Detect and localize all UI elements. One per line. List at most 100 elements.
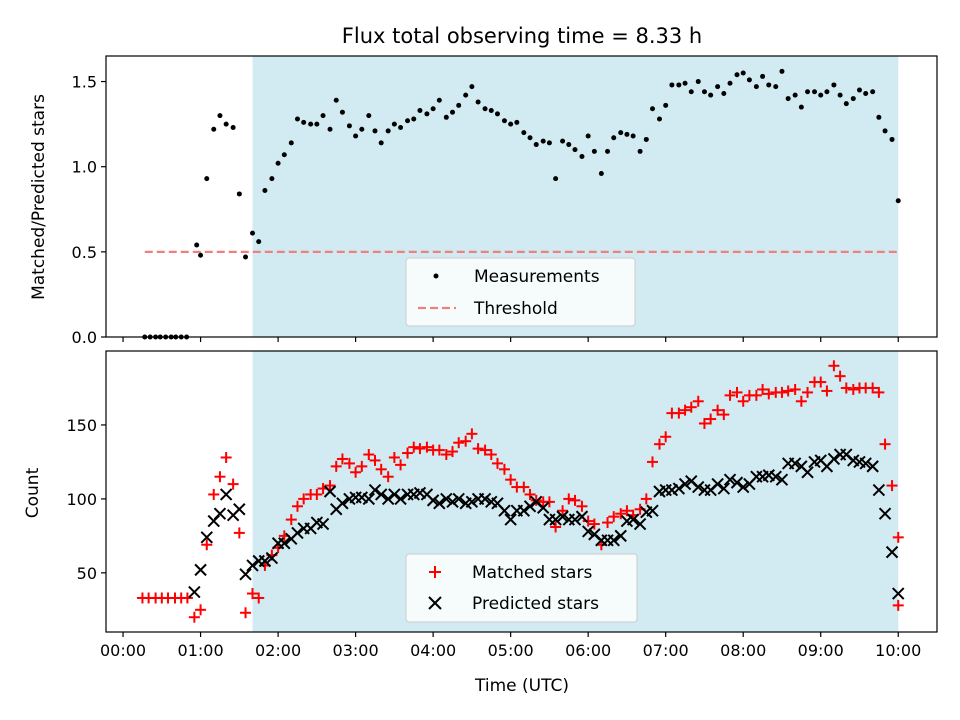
measurement-point bbox=[870, 89, 876, 95]
matched-star-point bbox=[679, 404, 691, 416]
measurement-point bbox=[831, 82, 837, 88]
measurement-point bbox=[223, 121, 229, 127]
matched-star-point bbox=[867, 382, 879, 394]
predicted-star-point bbox=[885, 545, 899, 559]
count-legend: Matched stars Predicted stars bbox=[405, 553, 638, 623]
matched-star-point bbox=[214, 471, 226, 483]
predicted-star-point bbox=[678, 477, 692, 491]
measurement-point bbox=[650, 106, 656, 112]
measurement-point bbox=[818, 92, 824, 98]
legend-threshold-label: Threshold bbox=[473, 299, 558, 319]
predicted-star-point bbox=[233, 503, 246, 516]
ratio-panel: 0.0 0.5 1.0 1.5 Matched/Predicted stars Mea… bbox=[29, 55, 938, 347]
measurement-point bbox=[385, 128, 391, 134]
matched-star-point bbox=[408, 441, 420, 453]
matched-star-point bbox=[588, 518, 600, 530]
measurement-point bbox=[411, 116, 417, 122]
predicted-star-point bbox=[866, 460, 879, 473]
predicted-star-point bbox=[607, 534, 620, 547]
matched-star-point bbox=[834, 370, 846, 382]
measurement-point bbox=[669, 82, 675, 88]
measurement-point bbox=[211, 126, 217, 132]
measurement-point bbox=[469, 84, 475, 90]
measurement-point bbox=[850, 96, 856, 102]
predicted-star-point bbox=[291, 526, 304, 540]
y-tick-label: 0.5 bbox=[72, 243, 97, 262]
predicted-star-point bbox=[381, 492, 395, 506]
matched-star-point bbox=[731, 386, 743, 398]
y-tick-label: 1.5 bbox=[72, 73, 97, 92]
measurement-point bbox=[785, 96, 791, 102]
measurement-point bbox=[624, 131, 630, 137]
matched-star-point bbox=[828, 360, 840, 372]
matched-star-point bbox=[414, 443, 426, 455]
matched-star-point bbox=[311, 488, 323, 500]
matched-star-point bbox=[369, 454, 381, 466]
predicted-star-point bbox=[213, 507, 227, 520]
matched-star-point bbox=[479, 444, 491, 456]
predicted-star-point bbox=[246, 559, 259, 572]
matched-star-point bbox=[692, 395, 704, 407]
measurement-point bbox=[579, 153, 585, 159]
predicted-star-point bbox=[336, 497, 349, 510]
measurement-point bbox=[521, 130, 527, 136]
predicted-star-point bbox=[872, 483, 886, 497]
measurement-point bbox=[527, 135, 533, 141]
predicted-star-point bbox=[892, 587, 905, 600]
matched-star-point bbox=[557, 505, 569, 517]
count-x-ticks: 00:00 01:00 02:00 03:00 04:00 05:00 06:00 07:00… bbox=[100, 632, 921, 660]
predicted-star-point bbox=[717, 482, 731, 495]
matched-star-point bbox=[421, 441, 433, 453]
matched-star-point bbox=[712, 404, 724, 416]
measurement-point bbox=[779, 68, 785, 74]
predicted-star-point bbox=[775, 473, 789, 486]
measurement-point bbox=[501, 118, 507, 124]
measurement-point bbox=[695, 79, 701, 85]
measurement-point bbox=[863, 90, 869, 96]
measurement-point bbox=[715, 84, 721, 90]
measurement-point bbox=[366, 113, 372, 119]
matched-star-point bbox=[440, 449, 452, 461]
matched-star-point bbox=[886, 480, 898, 492]
predicted-star-point bbox=[859, 457, 872, 470]
predicted-star-point bbox=[801, 466, 814, 479]
x-tick-label: 00:00 bbox=[100, 641, 146, 660]
predicted-star-point bbox=[769, 470, 782, 483]
measurement-point bbox=[308, 121, 314, 127]
count-y-axis-label: Count bbox=[23, 467, 43, 518]
measurement-point bbox=[488, 107, 494, 113]
matched-star-point bbox=[343, 457, 355, 469]
predicted-star-point bbox=[672, 482, 686, 495]
matched-star-point bbox=[188, 611, 200, 623]
measurement-point bbox=[372, 128, 378, 134]
measurement-point bbox=[856, 87, 862, 93]
predicted-star-point bbox=[711, 477, 724, 491]
predicted-star-point bbox=[219, 488, 233, 501]
measurement-point bbox=[721, 90, 727, 96]
measurement-point bbox=[398, 125, 404, 131]
measurement-point bbox=[275, 160, 281, 166]
legend-matched-marker bbox=[429, 566, 441, 578]
measurement-point bbox=[682, 80, 688, 86]
x-tick-label: 04:00 bbox=[410, 641, 456, 660]
measurement-point bbox=[353, 133, 359, 139]
count-panel: 00:00 01:00 02:00 03:00 04:00 05:00 06:00 07:00… bbox=[23, 350, 938, 660]
measurement-point bbox=[740, 70, 746, 76]
matched-star-point bbox=[201, 539, 213, 551]
matched-star-point bbox=[388, 451, 400, 463]
measurement-point bbox=[843, 101, 849, 107]
ratio-legend-box bbox=[405, 257, 636, 327]
matched-star-point bbox=[350, 466, 362, 478]
measurement-point bbox=[424, 111, 430, 117]
matched-star-point bbox=[815, 376, 827, 388]
matched-star-point bbox=[485, 449, 497, 461]
ratio-y-ticks: 0.0 0.5 1.0 1.5 bbox=[72, 73, 106, 347]
x-tick-label: 09:00 bbox=[798, 641, 844, 660]
measurement-point bbox=[436, 97, 442, 103]
x-tick-label: 02:00 bbox=[255, 641, 301, 660]
measurement-point bbox=[494, 111, 500, 117]
measurement-point bbox=[812, 89, 818, 95]
matched-star-point bbox=[840, 382, 852, 394]
predicted-star-point bbox=[316, 517, 330, 531]
measurement-point bbox=[417, 107, 423, 113]
